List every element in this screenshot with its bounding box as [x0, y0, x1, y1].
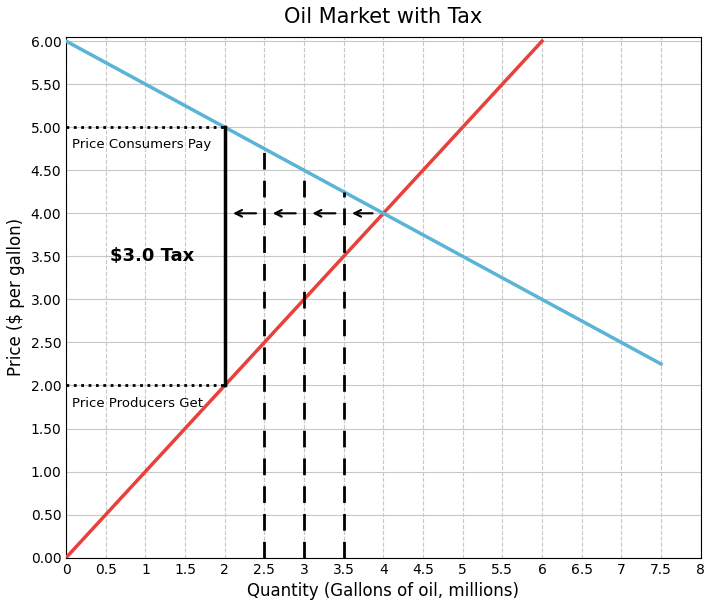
- Title: Oil Market with Tax: Oil Market with Tax: [284, 7, 483, 27]
- Text: Price Consumers Pay: Price Consumers Pay: [72, 138, 211, 151]
- Y-axis label: Price ($ per gallon): Price ($ per gallon): [7, 218, 25, 376]
- X-axis label: Quantity (Gallons of oil, millions): Quantity (Gallons of oil, millions): [247, 582, 519, 600]
- Text: $3.0 Tax: $3.0 Tax: [110, 247, 194, 265]
- Text: Price Producers Get: Price Producers Get: [72, 396, 203, 410]
